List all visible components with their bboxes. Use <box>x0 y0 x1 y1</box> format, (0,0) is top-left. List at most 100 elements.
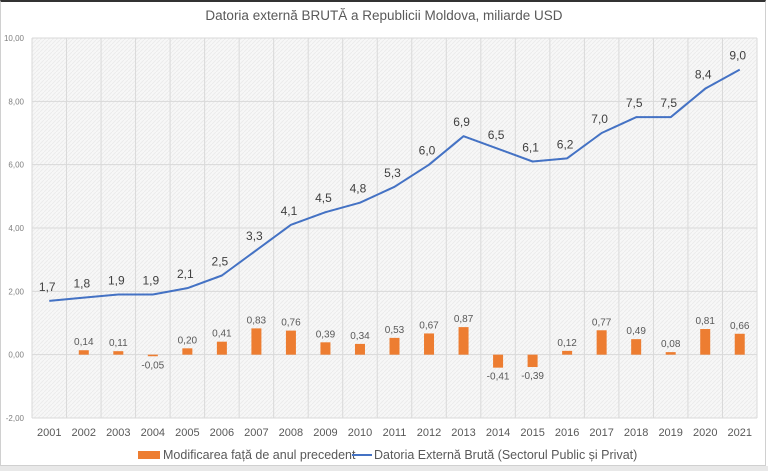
line-data-label: 6,1 <box>522 141 539 155</box>
x-tick-label: 2020 <box>693 427 717 439</box>
y-tick-label: 0,00 <box>8 351 24 360</box>
bar <box>665 352 676 355</box>
bar-data-label: -0,39 <box>521 371 544 382</box>
bar <box>631 339 642 355</box>
bar-data-label: 0,67 <box>419 320 439 331</box>
bar <box>251 328 262 355</box>
legend-label-line: Datoria Externă Brută (Sectorul Public ș… <box>374 448 637 462</box>
x-tick-label: 2014 <box>486 427 510 439</box>
line-data-label: 4,5 <box>315 191 332 205</box>
bar <box>700 329 711 355</box>
y-tick-label: 2,00 <box>8 287 24 296</box>
y-axis: -2,00 0,00 2,00 4,00 6,00 8,00 10,00 <box>4 34 25 423</box>
bar-data-label: 0,66 <box>730 321 750 332</box>
y-tick-label: 10,00 <box>4 34 25 43</box>
x-tick-label: 2018 <box>624 427 648 439</box>
x-tick-label: 2019 <box>658 427 682 439</box>
line-data-label: 5,3 <box>384 166 401 180</box>
x-tick-label: 2021 <box>727 427 751 439</box>
x-tick-label: 2008 <box>279 427 303 439</box>
bar <box>354 343 365 355</box>
bar <box>78 350 89 355</box>
legend: Modificarea față de anul precedent Dator… <box>138 448 637 462</box>
line-data-label: 6,2 <box>557 137 574 151</box>
bar-data-label: 0,81 <box>695 316 715 327</box>
line-data-label: 7,0 <box>591 112 608 126</box>
line-data-label: 1,9 <box>142 274 159 288</box>
x-axis: 2001 2002 2003 2004 2005 2006 2007 2008 2009 2010… <box>37 427 752 439</box>
bar-data-label: 0,11 <box>109 338 128 349</box>
bar-data-label: 0,41 <box>212 329 232 340</box>
bar <box>458 327 469 355</box>
y-tick-label: 8,00 <box>8 97 24 106</box>
x-tick-label: 2010 <box>348 427 372 439</box>
line-data-label: 1,9 <box>108 274 125 288</box>
bar-data-label: 0,53 <box>385 325 405 336</box>
bar-data-label: 0,76 <box>281 318 301 329</box>
x-tick-label: 2009 <box>313 427 337 439</box>
x-tick-label: 2004 <box>141 427 165 439</box>
line-data-label: 8,4 <box>695 68 712 82</box>
bar-data-label: 0,12 <box>557 338 577 349</box>
x-tick-label: 2006 <box>210 427 234 439</box>
bar-data-label: -0,41 <box>487 372 510 383</box>
bar <box>734 333 745 355</box>
x-tick-label: 2007 <box>244 427 268 439</box>
legend-swatch-bars <box>138 451 160 459</box>
bar-data-label: 0,83 <box>247 315 267 326</box>
line-data-label: 1,7 <box>39 280 56 294</box>
line-data-label: 6,9 <box>453 115 470 129</box>
bar-data-label: 0,34 <box>350 331 370 342</box>
line-data-label: 7,5 <box>626 96 643 110</box>
line-data-label: 7,5 <box>660 96 677 110</box>
bar-data-label: 0,14 <box>74 337 94 348</box>
bottom-strip <box>0 466 768 471</box>
bar <box>182 348 193 355</box>
bar-data-label: 0,77 <box>592 317 612 328</box>
x-tick-label: 2016 <box>555 427 579 439</box>
line-data-label: 2,1 <box>177 267 194 281</box>
x-tick-label: 2005 <box>175 427 199 439</box>
bar-data-label: -0,05 <box>141 360 164 371</box>
bar <box>493 354 504 368</box>
x-tick-label: 2015 <box>520 427 544 439</box>
chart-title: Datoria externă BRUTĂ a Republicii Moldo… <box>205 8 563 23</box>
bar <box>527 354 538 368</box>
x-tick-label: 2003 <box>106 427 130 439</box>
x-tick-label: 2001 <box>37 427 61 439</box>
x-tick-label: 2012 <box>417 427 441 439</box>
y-tick-label: -2,00 <box>6 414 25 423</box>
bar-data-label: 0,87 <box>454 314 474 325</box>
bar <box>389 337 400 355</box>
bar <box>147 354 158 357</box>
line-data-label: 9,0 <box>729 49 746 63</box>
x-tick-label: 2002 <box>72 427 96 439</box>
bar <box>285 330 296 355</box>
line-series: 1,7 1,8 1,9 1,9 2,1 2,5 3,3 4,1 4,5 4,8 5,3 6,0 6,9 6… <box>39 49 746 302</box>
line-data-label: 4,1 <box>281 204 298 218</box>
x-tick-label: 2017 <box>589 427 613 439</box>
line-data-label: 6,0 <box>419 144 436 158</box>
line-data-label: 4,8 <box>350 182 367 196</box>
line-data-label: 1,8 <box>73 277 90 291</box>
x-tick-label: 2013 <box>451 427 475 439</box>
x-tick-label: 2011 <box>383 427 407 439</box>
bar-data-label: 0,20 <box>178 335 198 346</box>
line-path <box>49 68 741 302</box>
bar <box>113 351 124 355</box>
bar <box>596 330 607 355</box>
line-data-label: 6,5 <box>488 128 505 142</box>
y-tick-label: 4,00 <box>8 224 24 233</box>
bar <box>216 341 227 355</box>
bar-series: 0,14 0,11 -0,05 0,20 0,41 0,83 0,76 0,39 0,34 0,5… <box>74 314 750 383</box>
bar-data-label: 0,08 <box>661 339 681 350</box>
line-data-label: 2,5 <box>212 255 229 269</box>
bar-data-label: 0,39 <box>316 329 336 340</box>
line-data-label: 3,3 <box>246 229 263 243</box>
bar <box>424 333 435 355</box>
y-tick-label: 6,00 <box>8 161 24 170</box>
bar-data-label: 0,49 <box>626 326 646 337</box>
legend-label-bars: Modificarea față de anul precedent <box>163 448 356 462</box>
bar <box>562 350 573 355</box>
